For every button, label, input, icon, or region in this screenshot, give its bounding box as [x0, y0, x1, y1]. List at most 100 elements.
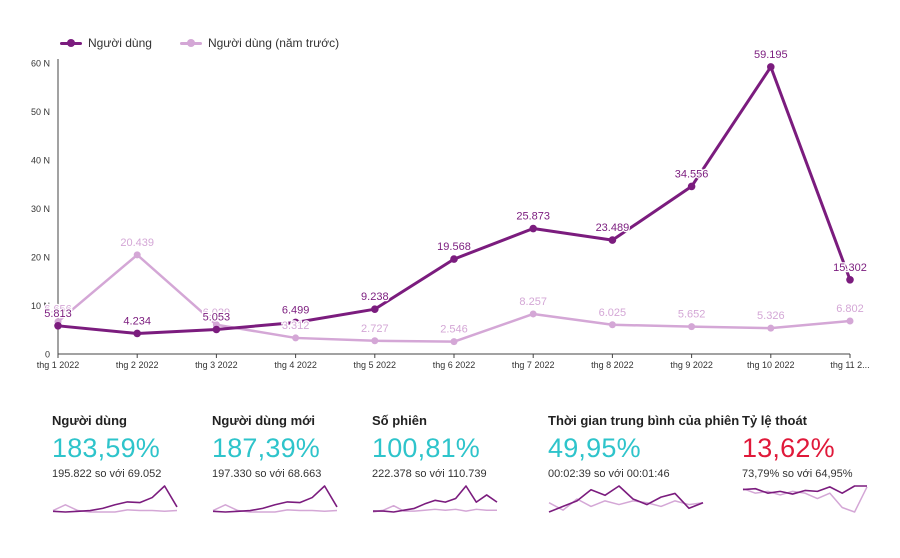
x-tick-label: thg 6 2022	[433, 360, 476, 370]
sparkline-current	[212, 485, 338, 513]
series-line-current	[57, 65, 852, 335]
sparkline-previous	[372, 504, 497, 513]
y-tick-label: 50 N	[31, 107, 50, 117]
data-label-previous: 8.257	[519, 296, 547, 308]
data-point-previous	[846, 317, 854, 325]
data-point-previous	[529, 310, 537, 318]
legend-swatch-current	[60, 38, 82, 47]
x-tick-label: thg 2 2022	[116, 360, 159, 370]
data-point-previous	[608, 321, 616, 329]
data-point-previous	[292, 334, 300, 342]
kpi-comparison: 195.822 so với 69.052	[52, 468, 162, 480]
x-tick-label: thg 3 2022	[195, 360, 238, 370]
sparkline	[742, 485, 868, 513]
data-point-current	[371, 305, 379, 313]
kpi-value: 183,59%	[52, 433, 160, 463]
data-label-previous: 6.025	[599, 307, 627, 319]
kpi-value: 187,39%	[212, 433, 320, 463]
data-point-current	[767, 63, 775, 71]
x-tick-label: thg 11 2...	[830, 360, 869, 370]
x-axis: thg 1 2022 thg 2 2022 thg 3 2022 thg 4 2022…	[37, 353, 870, 370]
sparkline-previous	[548, 498, 704, 511]
kpi-comparison: 222.378 so với 110.739	[372, 468, 487, 480]
chart-legend[interactable]: Người dùng Người dùng (năm trước)	[60, 36, 339, 50]
data-point-previous	[450, 338, 458, 346]
data-point-current	[529, 224, 537, 233]
kpi-title: Người dùng	[52, 413, 127, 428]
data-point-current	[846, 275, 854, 284]
kpi-comparison: 00:02:39 so với 00:01:46	[548, 468, 670, 480]
sparkline-current	[742, 485, 867, 495]
data-label-previous: 2.546	[440, 324, 468, 336]
data-label-current: 5.813	[44, 308, 72, 320]
data-label-current: 4.234	[123, 315, 151, 327]
kpi-title: Thời gian trung bình của phiên	[548, 413, 740, 428]
x-tick-label: thg 4 2022	[274, 360, 317, 370]
x-tick-label: thg 7 2022	[512, 360, 555, 370]
y-axis: 0 10 N 20 N 30 N 40 N 50 N 60 N	[31, 59, 59, 360]
sparkline-current	[373, 485, 498, 513]
data-point-previous	[767, 324, 775, 332]
sparkline-previous	[52, 504, 178, 513]
data-label-current: 25.873	[516, 211, 550, 223]
sparkline	[372, 485, 498, 513]
data-point-current	[54, 322, 62, 330]
legend-label-current: Người dùng	[88, 36, 152, 50]
y-tick-label: 20 N	[31, 253, 50, 263]
y-tick-label: 30 N	[31, 204, 50, 214]
x-tick-label: thg 1 2022	[37, 360, 80, 370]
legend-swatch-previous	[179, 38, 202, 47]
kpi-comparison: 73,79% so với 64,95%	[742, 468, 853, 480]
kpi-title: Số phiên	[372, 413, 427, 428]
kpi-card-bounce-rate[interactable]: Tỷ lệ thoát 13,62% 73,79% so với 64,95%	[742, 413, 900, 514]
sparkline-current	[52, 485, 178, 513]
x-tick-label: thg 10 2022	[747, 360, 795, 370]
data-label-previous: 3.312	[282, 320, 310, 332]
data-label-previous: 5.326	[757, 310, 785, 322]
kpi-value: 100,81%	[372, 433, 480, 463]
legend-item-previous[interactable]: Người dùng (năm trước)	[179, 36, 340, 50]
data-point-current	[608, 236, 617, 244]
legend-label-previous: Người dùng (năm trước)	[207, 36, 340, 50]
x-tick-label: thg 8 2022	[591, 360, 634, 370]
data-label-current: 19.568	[437, 241, 471, 253]
data-point-previous	[371, 337, 379, 345]
data-label-previous: 2.727	[361, 323, 389, 335]
data-label-current: 15.302	[833, 262, 867, 274]
data-point-previous	[133, 251, 141, 259]
data-label-current: 6.499	[282, 304, 310, 316]
sparkline	[212, 485, 338, 513]
x-tick-label: thg 5 2022	[354, 360, 397, 370]
kpi-card-users[interactable]: Người dùng 183,59% 195.822 so với 69.052	[52, 413, 212, 514]
data-label-previous: 6.656	[44, 304, 72, 316]
line-chart: 010 N20 N30 N40 N50 N60 N thg 1 2022 thg …	[31, 48, 870, 370]
y-tick-label: 10 N	[31, 301, 50, 311]
series-layer	[54, 63, 854, 346]
data-point-current	[212, 325, 221, 334]
kpi-card-avg-session-duration[interactable]: Thời gian trung bình của phiên 49,95% 00…	[548, 413, 740, 514]
data-label-previous: 20.439	[120, 237, 154, 249]
data-label-current: 34.556	[675, 168, 709, 180]
kpi-card-new-users[interactable]: Người dùng mới 187,39% 197.330 so với 68…	[212, 413, 372, 514]
data-point-previous	[688, 323, 696, 331]
x-tick-label: thg 9 2022	[670, 360, 713, 370]
data-label-current: 5.053	[203, 311, 231, 323]
data-label-current: 23.489	[596, 222, 630, 234]
kpi-comparison: 197.330 so với 68.663	[212, 468, 322, 480]
data-point-current	[687, 182, 696, 191]
data-point-current	[133, 329, 141, 338]
data-label-previous: 6.029	[203, 307, 231, 319]
kpi-title: Người dùng mới	[212, 413, 315, 428]
sparkline	[548, 485, 704, 513]
kpi-title: Tỷ lệ thoát	[742, 413, 808, 428]
data-label-current: 59.195	[754, 49, 788, 61]
kpi-card-sessions[interactable]: Số phiên 100,81% 222.378 so với 110.739	[372, 413, 532, 514]
data-label-previous: 6.802	[836, 303, 864, 315]
kpi-value: 13,62%	[742, 433, 835, 463]
data-point-current	[450, 255, 458, 263]
data-label-layer: 6.656 20.439 6.029 3.312 2.727 2.546 8.257 6.02…	[43, 48, 868, 337]
legend-item-current[interactable]: Người dùng	[60, 36, 152, 50]
y-tick-label: 0	[45, 350, 50, 360]
data-point-current	[291, 318, 300, 327]
data-label-previous: 5.652	[678, 309, 706, 321]
